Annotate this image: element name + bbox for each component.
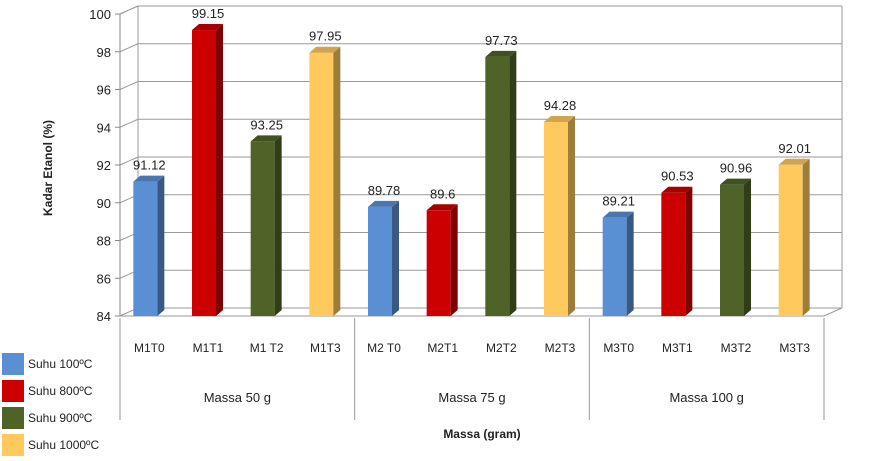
legend-label-3: Suhu 1000ºC	[28, 438, 100, 452]
legend-label-0: Suhu 100ºC	[28, 357, 93, 371]
y-tick-label: 96	[97, 83, 111, 98]
data-label: 99.15	[192, 6, 225, 21]
bar-top	[544, 115, 575, 122]
category-label: M3T3	[779, 341, 810, 355]
bar-front	[309, 52, 334, 316]
y-tick-label: 92	[97, 158, 111, 173]
category-label: M2T1	[427, 341, 458, 355]
bar-front	[250, 141, 275, 316]
bar-top	[661, 186, 693, 193]
data-label: 89.78	[368, 183, 401, 198]
category-label: M1T3	[310, 341, 341, 355]
axis-layer: 84 86 88 90 92 94 96 98 100	[89, 7, 825, 420]
y-tick-label: 86	[97, 271, 111, 286]
bar-side	[626, 211, 634, 316]
bar-top	[778, 158, 810, 165]
category-label: M2T2	[486, 341, 517, 355]
y-tick-label: 90	[97, 196, 111, 211]
label-layer: 91.12 M1T0 99.15 M1T1 93.25 M1 T2 97.95 M1T3 Mas…	[133, 6, 811, 405]
bar-top	[720, 178, 751, 185]
data-label: 97.73	[485, 33, 518, 48]
category-label: M2 T0	[367, 341, 401, 355]
bar-side	[802, 158, 810, 316]
bar-front	[485, 56, 510, 316]
data-label: 92.01	[778, 141, 811, 156]
bar-front	[426, 210, 451, 316]
bar-side	[685, 186, 693, 316]
bar-front	[133, 181, 158, 316]
legend: Suhu 100ºC Suhu 800ºC Suhu 900ºC Suhu 10…	[0, 352, 130, 460]
gridline-side	[119, 156, 139, 166]
gridline-side	[119, 43, 139, 53]
bar-top	[250, 135, 282, 142]
category-label: M3T1	[662, 341, 693, 355]
y-tick-label: 88	[97, 234, 111, 249]
y-tick-label: 100	[89, 7, 111, 22]
bar-side	[392, 200, 399, 316]
bar-top	[309, 46, 341, 53]
legend-swatch-0	[2, 353, 24, 375]
category-label: M3T0	[603, 341, 634, 355]
y-axis-title: Kadar Etanol (%)	[41, 120, 55, 216]
bar-front	[661, 192, 686, 316]
data-label: 90.53	[661, 169, 694, 184]
category-label: M3T2	[721, 341, 752, 355]
legend-item-3: Suhu 1000ºC	[0, 433, 130, 460]
legend-item-2: Suhu 900ºC	[0, 406, 130, 433]
bar-front	[778, 164, 803, 316]
y-tick-label: 84	[97, 309, 111, 324]
bar-top	[602, 211, 634, 218]
bar-front	[192, 30, 216, 316]
gridline-side	[119, 118, 139, 128]
gridline-side	[119, 81, 139, 90]
data-label: 89.21	[602, 194, 635, 209]
bar-side	[157, 175, 165, 316]
bar-side	[450, 204, 458, 316]
data-label: 94.28	[544, 98, 577, 113]
legend-swatch-1	[2, 380, 24, 402]
legend-item-1: Suhu 800ºC	[0, 379, 130, 406]
bar-side	[333, 46, 341, 316]
group-label: Massa 50 g	[204, 390, 271, 405]
bar-top	[426, 204, 458, 211]
bar-side	[568, 115, 575, 316]
gridline-side	[119, 5, 139, 15]
bar-side	[509, 50, 517, 316]
category-label: M2T3	[545, 341, 576, 355]
legend-swatch-3	[2, 434, 24, 456]
bar-side	[274, 135, 282, 316]
data-label: 97.95	[309, 29, 342, 44]
legend-item-0: Suhu 100ºC	[0, 352, 130, 379]
bar-layer	[133, 24, 810, 316]
y-tick-label: 98	[97, 45, 111, 60]
x-axis-title: Massa (gram)	[443, 427, 520, 441]
legend-label-2: Suhu 900ºC	[28, 411, 93, 425]
bar-top	[192, 24, 223, 31]
bar-top	[133, 175, 165, 182]
bar-top	[485, 50, 517, 57]
y-tick-label: 94	[97, 120, 111, 135]
bar-front	[368, 206, 392, 316]
category-label: M1T1	[193, 341, 224, 355]
legend-swatch-2	[2, 407, 24, 429]
bar-front	[602, 217, 627, 316]
bar-top	[368, 200, 399, 207]
data-label: 91.12	[133, 158, 166, 173]
bar-side	[744, 178, 751, 316]
legend-label-1: Suhu 800ºC	[28, 384, 93, 398]
bar-front	[544, 121, 568, 316]
data-label: 89.6	[430, 186, 455, 201]
group-label: Massa 100 g	[669, 390, 743, 405]
data-label: 93.25	[250, 117, 283, 132]
bar-front	[720, 184, 744, 316]
data-label: 90.96	[720, 161, 753, 176]
bar-side	[216, 24, 223, 316]
category-label: M1 T2	[250, 341, 284, 355]
group-label: Massa 75 g	[438, 390, 505, 405]
category-label: M1T0	[134, 341, 165, 355]
